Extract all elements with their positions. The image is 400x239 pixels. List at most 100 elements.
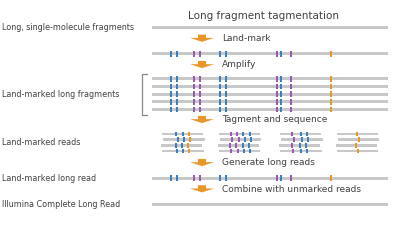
Bar xyxy=(336,144,377,147)
Bar xyxy=(242,131,244,136)
Bar xyxy=(177,137,179,142)
Bar xyxy=(199,76,201,82)
Bar xyxy=(243,149,245,153)
Bar xyxy=(162,150,204,152)
Bar xyxy=(238,137,240,142)
Text: Tagment and sequence: Tagment and sequence xyxy=(222,115,327,124)
Bar xyxy=(225,107,227,112)
Bar xyxy=(225,76,227,82)
Bar xyxy=(225,91,227,97)
Bar xyxy=(229,143,231,148)
Bar xyxy=(152,92,388,96)
Bar xyxy=(330,84,332,89)
Bar xyxy=(152,85,388,88)
Bar xyxy=(356,131,358,136)
Text: Illumina Complete Long Read: Illumina Complete Long Read xyxy=(2,200,120,209)
Bar xyxy=(301,137,303,142)
Bar xyxy=(188,149,190,153)
Bar xyxy=(152,203,388,206)
Polygon shape xyxy=(190,116,214,123)
Bar xyxy=(176,131,178,136)
Bar xyxy=(219,150,260,152)
Text: Land-marked reads: Land-marked reads xyxy=(2,138,80,147)
Bar xyxy=(182,131,184,136)
Bar xyxy=(276,99,278,105)
Bar xyxy=(194,107,196,112)
Bar xyxy=(225,99,227,105)
Bar xyxy=(276,84,278,89)
Bar xyxy=(152,26,388,29)
Bar xyxy=(290,143,292,148)
Bar xyxy=(176,76,178,82)
Bar xyxy=(306,149,308,153)
Bar xyxy=(220,175,222,181)
Bar xyxy=(181,143,183,148)
Bar xyxy=(194,91,196,97)
Text: Amplify: Amplify xyxy=(222,60,256,69)
Bar xyxy=(170,175,172,181)
Bar xyxy=(290,84,292,89)
Bar xyxy=(199,51,201,57)
Bar xyxy=(292,149,294,153)
Bar xyxy=(194,76,196,82)
Bar xyxy=(290,76,292,82)
Bar xyxy=(280,51,282,57)
Bar xyxy=(280,99,282,105)
Bar xyxy=(152,77,388,80)
Bar xyxy=(276,91,278,97)
Bar xyxy=(244,137,246,142)
Bar xyxy=(337,132,378,135)
Bar xyxy=(300,149,302,153)
Polygon shape xyxy=(190,185,214,192)
Bar xyxy=(220,99,222,105)
Bar xyxy=(170,84,172,89)
Bar xyxy=(330,99,332,105)
Bar xyxy=(290,51,292,57)
Bar xyxy=(306,131,308,136)
Bar xyxy=(356,143,358,148)
Bar xyxy=(249,131,251,136)
Bar xyxy=(220,107,222,112)
Bar xyxy=(305,143,307,148)
Bar xyxy=(220,84,222,89)
Bar xyxy=(225,175,227,181)
Text: Land-marked long read: Land-marked long read xyxy=(2,174,96,183)
Bar xyxy=(280,84,282,89)
Bar xyxy=(170,51,172,57)
Bar xyxy=(237,149,239,153)
Bar xyxy=(183,137,185,142)
Bar xyxy=(337,150,378,152)
Bar xyxy=(292,131,294,136)
Bar xyxy=(199,175,201,181)
Polygon shape xyxy=(190,61,214,68)
Bar xyxy=(194,99,196,105)
Bar xyxy=(220,138,261,141)
Bar xyxy=(163,138,205,141)
Bar xyxy=(236,131,238,136)
Bar xyxy=(194,51,196,57)
Text: Long, single-molecule fragments: Long, single-molecule fragments xyxy=(2,23,134,32)
Bar xyxy=(290,99,292,105)
Bar xyxy=(194,84,196,89)
Bar xyxy=(357,149,359,153)
Bar xyxy=(189,137,191,142)
Bar xyxy=(170,91,172,97)
Bar xyxy=(194,175,196,181)
Bar xyxy=(330,107,332,112)
Bar xyxy=(162,132,203,135)
Bar xyxy=(176,107,178,112)
Bar xyxy=(293,137,295,142)
Bar xyxy=(218,144,259,147)
Bar xyxy=(220,76,222,82)
Bar xyxy=(225,84,227,89)
Bar xyxy=(170,99,172,105)
Polygon shape xyxy=(190,35,214,42)
Bar xyxy=(276,76,278,82)
Bar xyxy=(152,108,388,111)
Bar xyxy=(330,76,332,82)
Bar xyxy=(290,91,292,97)
Bar xyxy=(358,137,360,142)
Bar xyxy=(279,144,320,147)
Bar xyxy=(176,84,178,89)
Bar xyxy=(249,149,251,153)
